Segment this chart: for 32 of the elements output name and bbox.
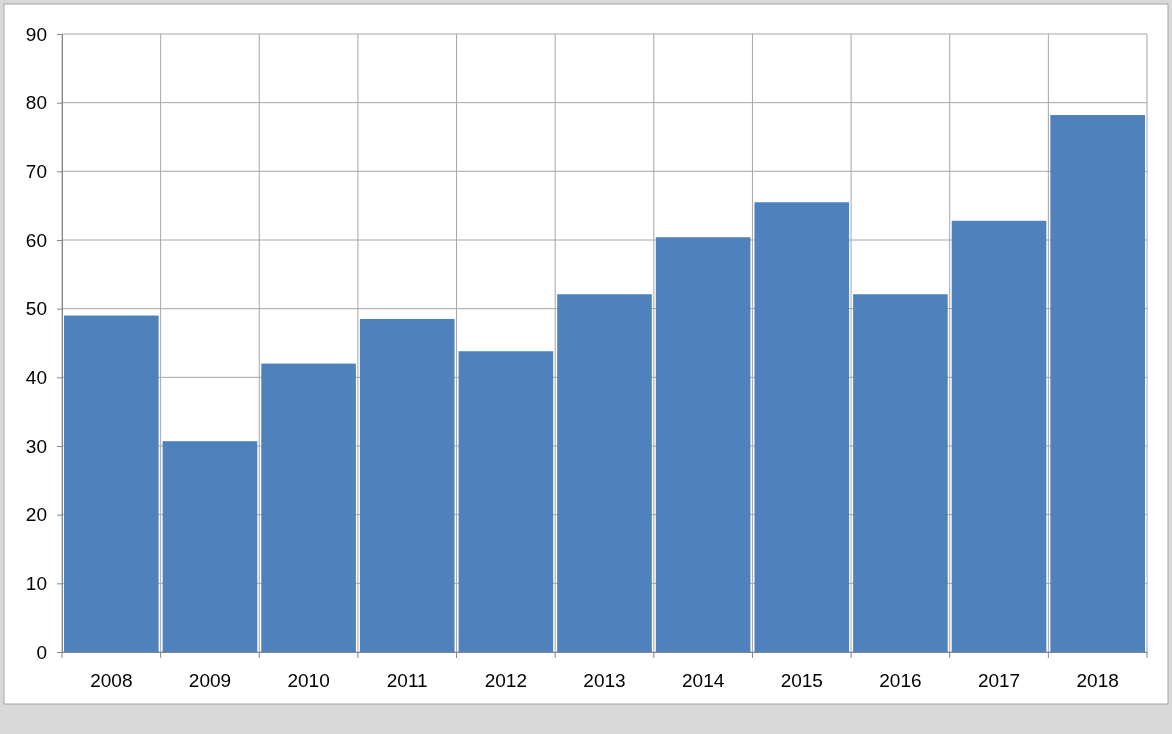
bar [261,363,356,652]
y-tick-label: 10 [25,572,47,594]
y-tick-label: 90 [25,23,47,45]
x-tick-label: 2012 [484,670,527,692]
bar [64,315,159,652]
y-tick-label: 30 [25,435,47,457]
x-tick-label: 2011 [386,670,428,692]
y-tick-label: 0 [36,641,47,663]
y-tick-label: 60 [25,229,47,251]
y-tick-label: 80 [25,92,47,114]
bar [754,202,850,652]
x-tick-label: 2015 [780,670,823,692]
x-tick-label: 2016 [879,670,922,692]
x-tick-label: 2018 [1076,670,1119,692]
x-tick-label: 2009 [188,670,232,692]
y-tick-label: 40 [25,366,47,388]
bar [162,441,258,652]
bar [359,318,455,652]
y-tick-label: 70 [25,160,47,182]
x-tick-label: 2017 [977,670,1021,692]
bar [853,294,948,652]
x-tick-label: 2010 [287,670,330,692]
bar [557,294,652,652]
y-tick-label: 50 [25,298,47,320]
x-tick-label: 2013 [583,670,626,692]
bar [951,220,1047,652]
bar [458,351,554,652]
x-tick-label: 2014 [682,670,725,692]
y-tick-label: 20 [25,504,47,526]
x-tick-label: 2008 [90,670,133,692]
bar [655,237,751,652]
bar [1050,115,1145,652]
